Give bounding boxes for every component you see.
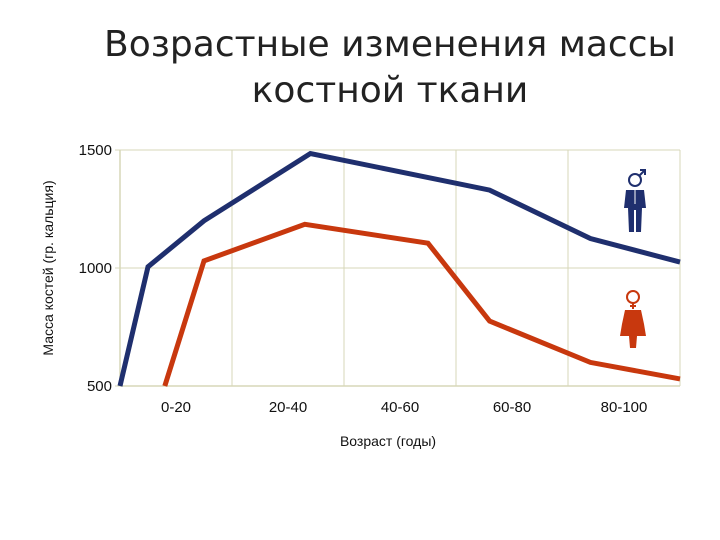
x-tick-label-4: 80-100 — [601, 399, 648, 416]
y-tick-label-2: 500 — [87, 378, 112, 395]
y-axis-label: Масса костей (гр. кальция) — [40, 180, 56, 355]
chart-title-line-2: костной ткани — [251, 70, 529, 111]
series-line-0 — [117, 150, 681, 387]
axes — [115, 149, 680, 387]
series-lines — [117, 150, 681, 387]
x-tick-label-2: 40-60 — [381, 399, 419, 416]
x-axis-label: Возраст (годы) — [340, 433, 436, 449]
series-line-1 — [162, 221, 681, 387]
chart-title-line-1: Возрастные изменения массы — [104, 24, 676, 65]
male-figure-icon — [624, 169, 646, 232]
x-tick-label-1: 20-40 — [269, 399, 307, 416]
y-tick-label-1: 1000 — [79, 260, 112, 277]
chart-title: Возрастные изменения массы костной ткани — [40, 22, 720, 114]
x-tick-label-0: 0-20 — [161, 399, 191, 416]
tick-labels: 1500 1000 500 0-20 20-40 40-60 60-80 80-100 — [79, 142, 648, 416]
x-tick-label-3: 60-80 — [493, 399, 531, 416]
female-figure-icon — [620, 290, 646, 348]
y-tick-label-0: 1500 — [79, 142, 112, 159]
